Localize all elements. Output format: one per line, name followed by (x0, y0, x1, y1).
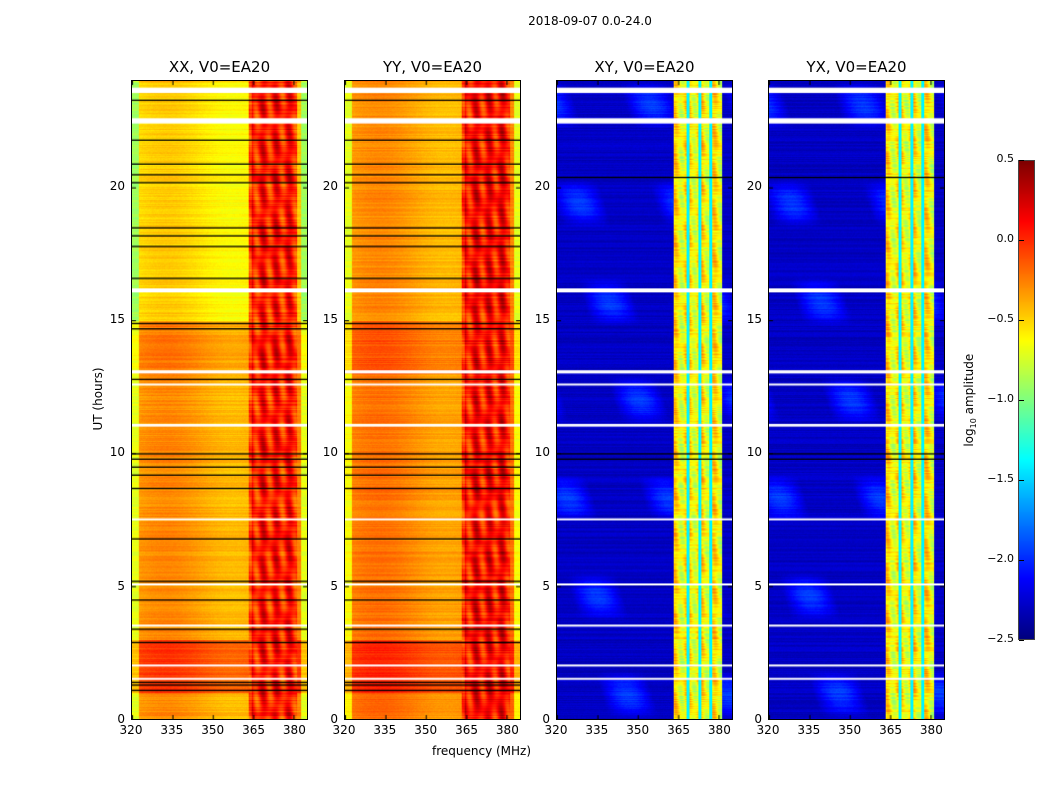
y-tick-label: 20 (322, 178, 338, 193)
x-tick-label: 350 (626, 723, 650, 737)
colorbar-tick-mark (1019, 480, 1024, 481)
colorbar (1018, 160, 1035, 640)
panel-title: XY, V0=EA20 (594, 58, 695, 76)
y-tick-label: 0 (542, 712, 550, 726)
y-tick-label: 5 (117, 578, 125, 593)
x-tick-label: 320 (544, 723, 568, 737)
y-tick-label: 0 (330, 712, 338, 726)
x-tick-label: 365 (242, 723, 265, 737)
x-tick-label: 380 (707, 723, 731, 737)
y-axis-label: UT (hours) (91, 367, 105, 431)
x-tick-label: 380 (282, 723, 306, 737)
y-tick-label: 0 (754, 712, 762, 726)
x-tick-label: 350 (414, 723, 438, 737)
colorbar-label-rest: amplitude (961, 353, 976, 419)
colorbar-tick-mark (1019, 640, 1024, 641)
x-tick-label: 335 (160, 723, 184, 737)
colorbar-tick-label: −2.5 (987, 632, 1014, 645)
x-tick-label: 380 (495, 723, 519, 737)
colorbar-tick-label: 0.5 (996, 152, 1015, 165)
y-tick-label: 20 (109, 178, 125, 193)
y-tick-label: 15 (109, 312, 125, 326)
y-tick-label: 20 (746, 178, 762, 193)
colorbar-tick-mark (1019, 160, 1024, 161)
y-tick-label: 0 (117, 712, 125, 726)
y-tick-label: 10 (534, 445, 550, 460)
x-tick-label: 350 (201, 723, 225, 737)
heatmap-panel-yy (344, 80, 521, 720)
colorbar-gradient (1019, 161, 1034, 639)
heatmap-cells (769, 81, 944, 719)
y-tick-label: 5 (542, 578, 550, 593)
colorbar-tick-mark (1019, 560, 1024, 561)
heatmap-cells (557, 81, 732, 719)
heatmap-panel-xy (556, 80, 733, 720)
x-tick-label: 320 (332, 723, 356, 737)
colorbar-tick-label: −0.5 (987, 312, 1014, 325)
colorbar-tick-mark (1019, 400, 1024, 401)
x-tick-label: 365 (455, 723, 478, 737)
colorbar-tick-label: −2.0 (987, 552, 1014, 565)
colorbar-label-sub: 10 (969, 418, 979, 429)
colorbar-tick-label: −1.5 (987, 472, 1014, 485)
heatmap-panel-yx (768, 80, 945, 720)
x-axis-label: frequency (MHz) (432, 744, 532, 758)
x-tick-label: 320 (756, 723, 780, 737)
x-tick-label: 335 (797, 723, 821, 737)
heatmap-panel-xx (131, 80, 308, 720)
colorbar-tick-label: 0.0 (996, 232, 1015, 245)
y-tick-label: 20 (534, 178, 550, 193)
panel-title: XX, V0=EA20 (168, 58, 271, 76)
heatmap-cells (132, 81, 307, 719)
panel-title: YX, V0=EA20 (806, 58, 907, 76)
heatmap-cells (345, 81, 520, 719)
y-tick-label: 15 (322, 312, 338, 326)
colorbar-label-main: log (961, 428, 976, 447)
y-tick-label: 15 (534, 312, 550, 326)
x-tick-label: 365 (879, 723, 902, 737)
y-tick-label: 5 (330, 578, 338, 593)
y-tick-label: 5 (754, 578, 762, 593)
colorbar-tick-mark (1019, 320, 1024, 321)
colorbar-label: log10 amplitude (962, 350, 978, 450)
figure-title: 2018-09-07 0.0-24.0 (528, 14, 652, 28)
x-tick-label: 380 (919, 723, 943, 737)
panel-title: YY, V0=EA20 (382, 58, 483, 76)
x-tick-label: 320 (119, 723, 143, 737)
x-tick-label: 365 (667, 723, 690, 737)
y-tick-label: 10 (746, 445, 762, 460)
x-tick-label: 335 (585, 723, 609, 737)
x-tick-label: 335 (373, 723, 397, 737)
colorbar-tick-mark (1019, 240, 1024, 241)
y-tick-label: 10 (109, 445, 125, 460)
x-tick-label: 350 (838, 723, 862, 737)
colorbar-tick-label: −1.0 (987, 392, 1014, 405)
y-tick-label: 15 (746, 312, 762, 326)
y-tick-label: 10 (322, 445, 338, 460)
